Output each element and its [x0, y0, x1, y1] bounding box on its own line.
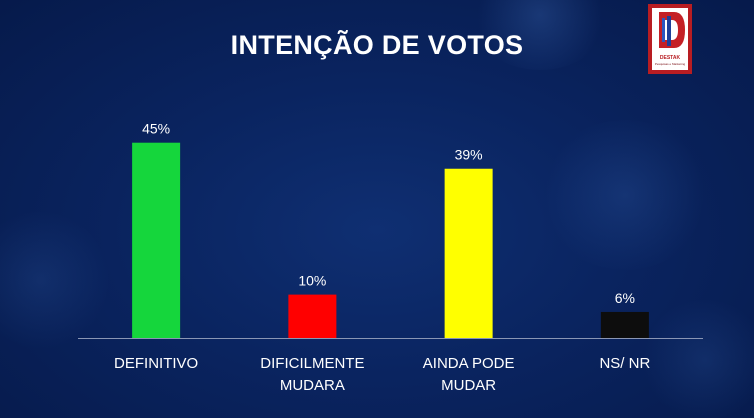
- x-tick-label: MUDARA: [280, 377, 345, 394]
- logo-name: DESTAK: [659, 55, 681, 61]
- x-tick-label: DEFINITIVO: [114, 355, 198, 372]
- data-label: 6%: [615, 290, 635, 306]
- x-tick-label: DIFICILMENTE: [260, 355, 364, 372]
- logo-emblem-icon: [659, 12, 685, 48]
- bar: [288, 294, 337, 338]
- data-label: 10%: [298, 273, 326, 289]
- data-label: 39%: [455, 147, 483, 163]
- x-tick-label: NS/ NR: [599, 355, 650, 372]
- bar: [132, 142, 181, 338]
- destak-logo: DESTAK Pesquisas e Marketing: [648, 4, 692, 74]
- bar: [600, 311, 649, 338]
- logo-tagline: Pesquisas e Marketing: [654, 62, 686, 66]
- chart-title: INTENÇÃO DE VOTOS: [230, 30, 524, 60]
- x-tick-label: MUDAR: [441, 377, 496, 394]
- x-tick-label: AINDA PODE: [423, 355, 515, 372]
- bar: [444, 168, 493, 338]
- data-label: 45%: [142, 121, 170, 137]
